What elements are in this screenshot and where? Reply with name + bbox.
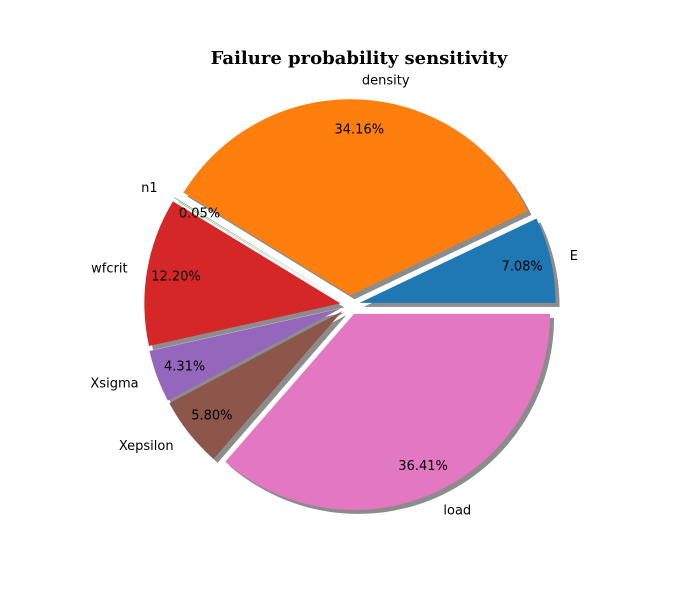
slice-percent-xepsilon: 5.80% (191, 408, 232, 423)
slice-e (359, 218, 556, 303)
slice-label-density: density (362, 73, 410, 88)
slice-shadow-n1 (178, 201, 346, 304)
chart-title: Failure probability sensitivity (211, 48, 508, 69)
slice-xsigma (149, 308, 341, 401)
slice-label-xepsilon: Xepsilon (119, 439, 174, 454)
slice-label-e: E (570, 249, 578, 264)
slice-percent-xsigma: 4.31% (164, 360, 205, 375)
slice-wfcrit (144, 201, 341, 346)
slice-n1 (174, 197, 342, 300)
slice-percent-n1: 0.05% (179, 206, 220, 221)
slice-density (183, 99, 528, 296)
slice-load (225, 313, 551, 510)
slice-label-load: load (443, 504, 471, 519)
slice-percent-density: 34.16% (335, 122, 385, 137)
slice-percent-e: 7.08% (501, 260, 542, 275)
slice-label-xsigma: Xsigma (90, 377, 138, 392)
slice-label-n1: n1 (141, 181, 158, 196)
slice-label-wfcrit: wfcrit (91, 262, 127, 277)
label-layer: E 7.08% density 34.16% n1 0.05% wfcrit 12.20% Xs… (90, 73, 578, 518)
slice-xepsilon (169, 311, 343, 459)
slice-percent-load: 36.41% (398, 459, 448, 474)
slice-percent-wfcrit: 12.20% (151, 270, 201, 285)
slice-layer (144, 99, 556, 510)
